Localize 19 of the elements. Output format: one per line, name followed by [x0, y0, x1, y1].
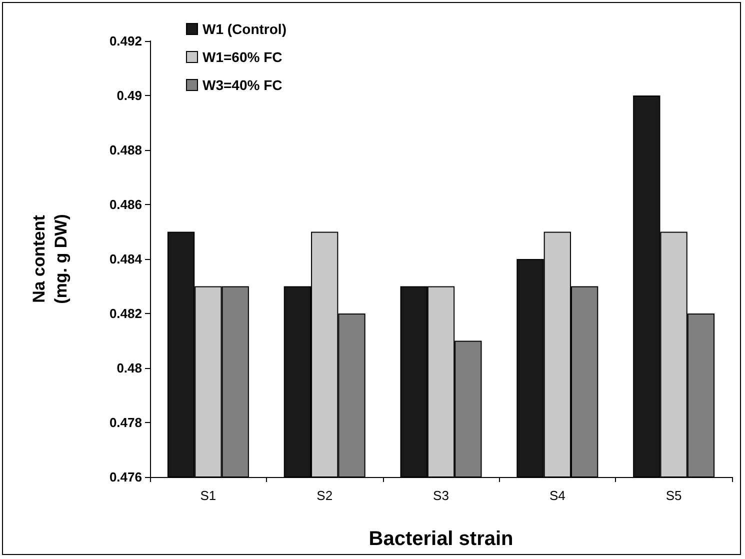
y-tick-label: 0.476: [109, 470, 142, 484]
x-tick-label: S3: [433, 488, 449, 503]
y-axis-title: Na content (mg. g DW): [30, 214, 70, 304]
legend-label: W1 (Control): [202, 21, 286, 37]
y-tick-label: 0.488: [109, 142, 142, 158]
y-tick-label: 0.482: [109, 306, 142, 321]
x-axis-title: Bacterial strain: [368, 528, 514, 550]
x-tick-label: S2: [316, 488, 333, 503]
y-tick-label: 0.484: [109, 252, 143, 266]
x-tick-label: S4: [549, 488, 566, 503]
y-tick-label: 0.486: [109, 197, 142, 212]
y-tick-label: 0.478: [109, 415, 142, 430]
y-tick-label: 0.49: [116, 88, 142, 103]
legend-label: W3=40% FC: [202, 77, 282, 93]
legend-label: W1=60% FC: [202, 49, 282, 65]
y-tick-label: 0.492: [109, 34, 142, 48]
x-tick-label: S5: [666, 488, 682, 503]
y-tick-label: 0.48: [116, 360, 142, 376]
x-tick-label: S1: [200, 488, 216, 503]
